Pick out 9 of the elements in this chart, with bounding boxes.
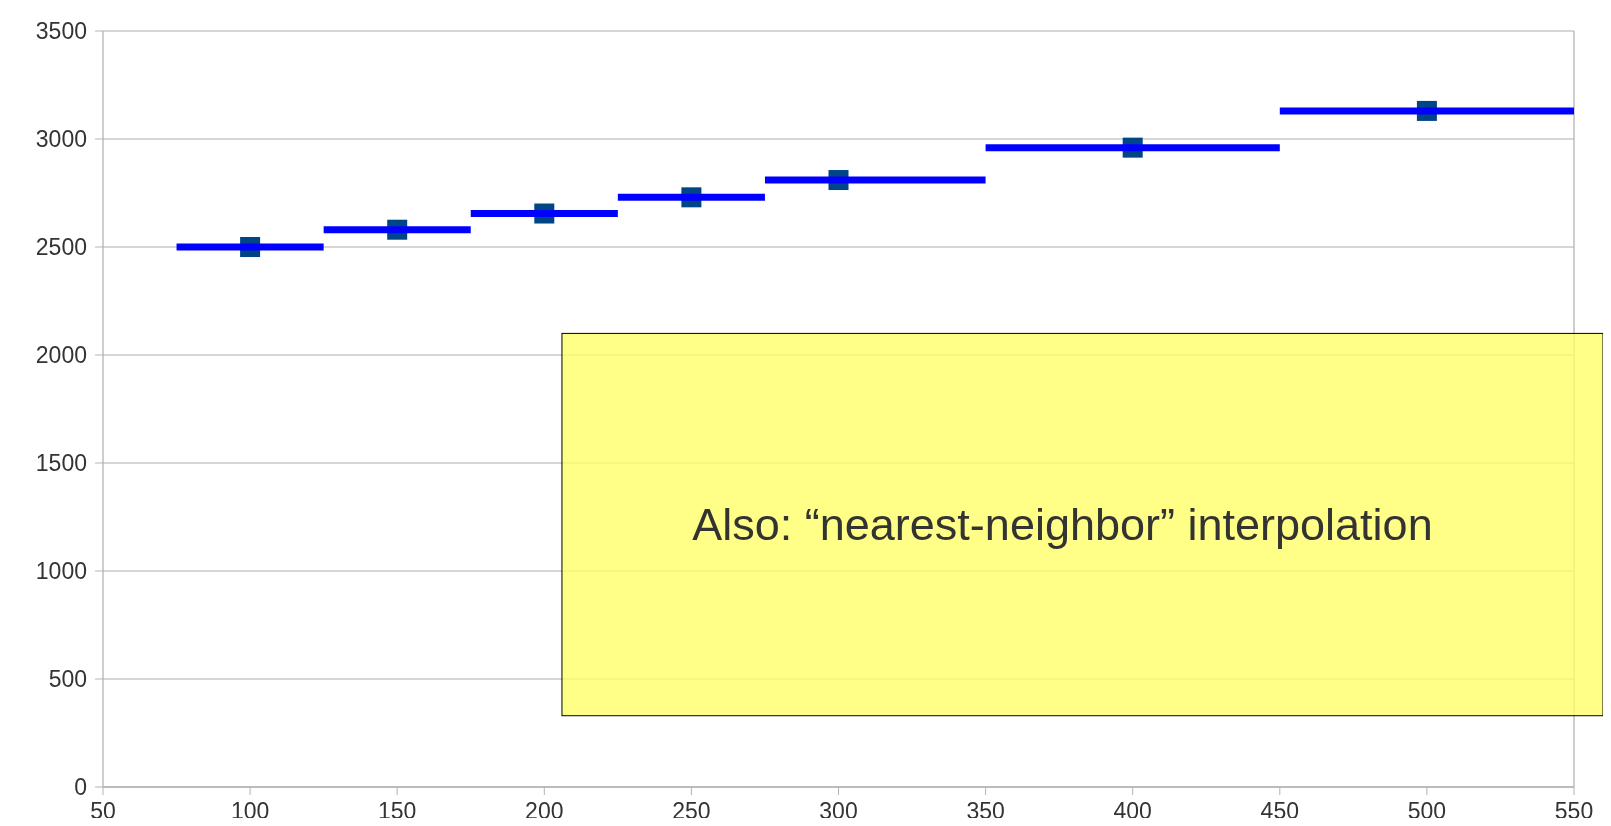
y-tick-label: 0 bbox=[74, 774, 87, 801]
y-tick-label: 500 bbox=[48, 666, 87, 693]
y-tick-label: 1500 bbox=[35, 450, 87, 477]
y-tick-label: 2500 bbox=[35, 234, 87, 261]
y-tick-label: 2000 bbox=[35, 342, 87, 369]
y-tick-label: 3500 bbox=[35, 18, 87, 45]
y-tick-label: 1000 bbox=[35, 558, 87, 585]
y-tick-label: 3000 bbox=[35, 126, 87, 153]
annotation: Also: “nearest-neighbor” interpolation bbox=[692, 499, 1433, 551]
